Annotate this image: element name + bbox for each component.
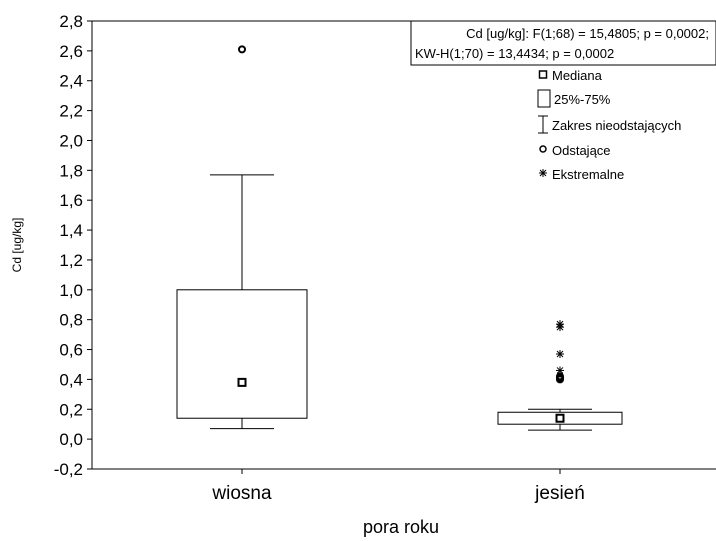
stats-box-border: [410, 20, 716, 66]
legend-whisker-marker: [538, 115, 548, 134]
x-tick-label: wiosna: [211, 483, 272, 504]
legend-label-median: Mediana: [552, 68, 603, 83]
legend-item-outlier: Odstające: [539, 143, 611, 158]
y-tick-label: 1,4: [59, 221, 83, 240]
extreme-marker: [556, 320, 564, 329]
legend-median-marker: [538, 70, 548, 79]
legend-label-box: 25%-75%: [554, 92, 611, 107]
y-tick-label: 0,6: [59, 341, 83, 360]
legend-box-marker: [537, 89, 551, 108]
y-tick-label: 2,8: [59, 12, 83, 31]
boxes: [176, 45, 623, 431]
median-marker: [237, 377, 247, 387]
y-tick-label: 2,0: [59, 131, 83, 150]
legend-label-extreme: Ekstremalne: [552, 167, 624, 182]
legend-item-median: Mediana: [538, 68, 603, 83]
x-tick-label: jesień: [534, 483, 585, 504]
y-tick-label: 2,4: [59, 72, 83, 91]
y-tick-label: 0,2: [59, 400, 83, 419]
y-tick-label: 1,2: [59, 251, 83, 270]
y-tick-label: -0,2: [54, 460, 83, 479]
box-jesien: [497, 320, 623, 431]
extreme-marker: [556, 366, 564, 375]
iqr-box: [176, 289, 308, 419]
y-tick-label: 1,6: [59, 191, 83, 210]
y-axis-title: Cd [ug/kg]: [10, 218, 24, 273]
legend-item-box: 25%-75%: [537, 89, 611, 108]
y-axis: -0,2 0,0 0,2 0,4 0,6 0,8 1,0 1,2 1,4 1,6 1,8 2,0 2,2…: [54, 12, 92, 479]
legend-item-whisker: Zakres nieodstających: [538, 115, 681, 134]
stats-line-2: KW-H(1;70) = 13,4434; p = 0,0002: [415, 46, 614, 61]
legend: Mediana 25%-75% Zakres nieodstających Odsta…: [537, 68, 681, 182]
legend-outlier-marker: [539, 145, 547, 153]
extreme-marker: [556, 350, 564, 359]
legend-label-outlier: Odstające: [552, 143, 611, 158]
y-tick-label: 1,8: [59, 161, 83, 180]
legend-item-extreme: Ekstremalne: [539, 167, 624, 182]
box-wiosna: [176, 45, 308, 430]
y-tick-label: 0,8: [59, 311, 83, 330]
x-axis-title: pora roku: [363, 517, 439, 537]
legend-extreme-marker: [539, 169, 547, 177]
y-tick-label: 2,2: [59, 102, 83, 121]
y-tick-label: 0,0: [59, 430, 83, 449]
legend-label-whisker: Zakres nieodstających: [552, 118, 681, 133]
outlier-marker: [238, 45, 246, 54]
stats-box: Cd [ug/kg]: F(1;68) = 15,4805; p = 0,000…: [410, 20, 716, 66]
y-tick-label: 2,6: [59, 42, 83, 61]
x-axis: wiosna jesień: [211, 469, 585, 504]
stats-line-1: Cd [ug/kg]: F(1;68) = 15,4805; p = 0,000…: [466, 26, 709, 41]
y-tick-label: 1,0: [59, 281, 83, 300]
median-marker: [555, 413, 565, 423]
y-tick-label: 0,4: [59, 370, 83, 389]
